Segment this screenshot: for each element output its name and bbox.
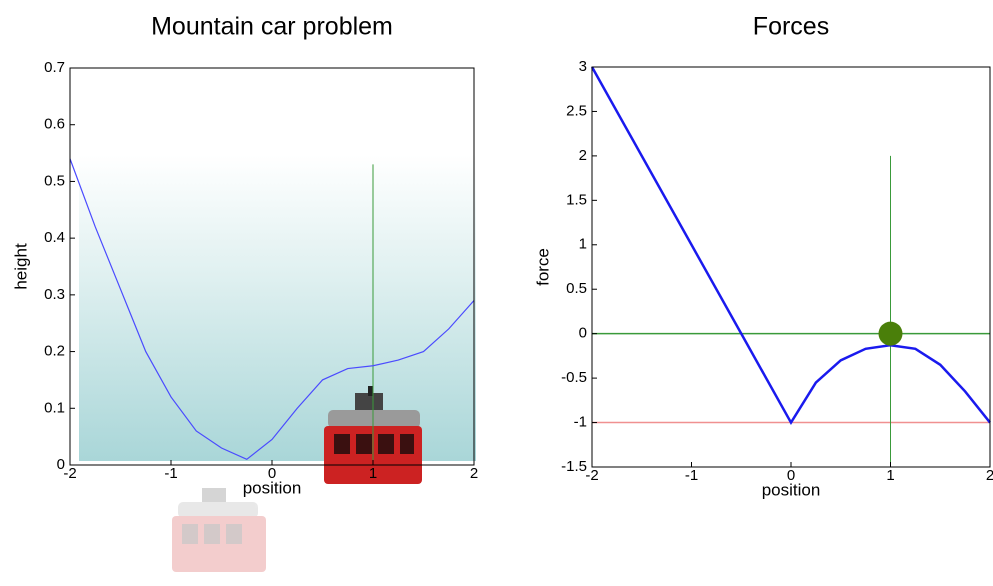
x-axis-label: position [243, 478, 302, 497]
y-tick-label: 0 [579, 325, 587, 342]
y-tick-label: 0 [57, 456, 65, 473]
x-tick-label: 1 [886, 467, 894, 484]
x-tick-label: -2 [585, 467, 598, 484]
x-tick-label: -1 [685, 467, 698, 484]
cable-car [324, 386, 422, 484]
x-axis-label: position [762, 480, 821, 499]
axes-frame [591, 66, 991, 468]
y-tick-label: 0.3 [44, 286, 65, 303]
y-tick-label: 2.5 [566, 102, 587, 119]
y-tick-label: 0.1 [44, 399, 65, 416]
y-tick-label: 1.5 [566, 191, 587, 208]
chart-title: Forces [753, 13, 829, 41]
y-tick-label: -1.5 [561, 458, 587, 475]
x-tick-label: 0 [787, 467, 795, 484]
chart-title: Mountain car problem [151, 13, 393, 41]
data-line [69, 158, 475, 461]
x-tick-label: 2 [470, 465, 478, 482]
y-tick-label: 2 [579, 147, 587, 164]
y-tick-label: -0.5 [561, 369, 587, 386]
y-tick-label: 3 [579, 58, 587, 75]
y-tick-label: 0.7 [44, 59, 65, 76]
y-tick-label: 0.5 [44, 172, 65, 189]
y-tick-label: -1 [574, 414, 587, 431]
x-tick-label: 1 [369, 465, 377, 482]
y-tick-label: 0.5 [566, 280, 587, 297]
y-axis-label: height [11, 243, 30, 290]
y-tick-label: 0.6 [44, 116, 65, 133]
y-tick-label: 0.4 [44, 229, 65, 246]
state-point [878, 321, 903, 346]
y-tick-label: 0.2 [44, 343, 65, 360]
y-tick-label: 1 [579, 236, 587, 253]
y-axis-label: force [533, 248, 552, 286]
cable-car-ghost [172, 488, 266, 572]
data-line [590, 66, 991, 426]
x-tick-label: 0 [268, 465, 276, 482]
x-tick-label: -2 [63, 465, 76, 482]
x-tick-label: 2 [986, 467, 993, 484]
x-tick-label: -1 [164, 465, 177, 482]
